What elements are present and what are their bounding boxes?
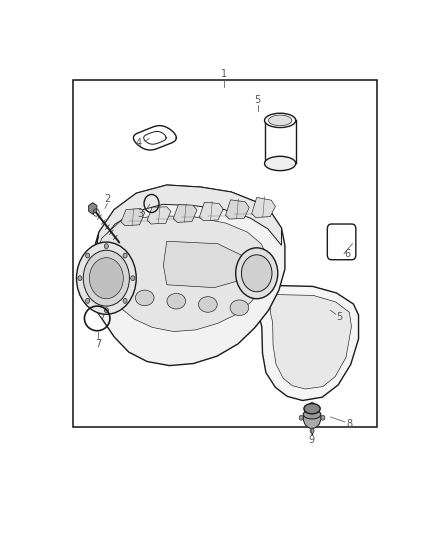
Polygon shape <box>163 241 245 288</box>
Circle shape <box>131 276 135 281</box>
Polygon shape <box>94 185 282 265</box>
Text: 9: 9 <box>308 435 314 445</box>
Ellipse shape <box>230 300 249 316</box>
Polygon shape <box>251 197 276 217</box>
Circle shape <box>241 255 272 292</box>
Circle shape <box>83 251 129 306</box>
Circle shape <box>123 253 127 258</box>
Circle shape <box>303 407 321 429</box>
Text: 5: 5 <box>254 95 261 105</box>
Polygon shape <box>258 286 359 400</box>
Ellipse shape <box>268 115 292 126</box>
Ellipse shape <box>167 293 186 309</box>
Polygon shape <box>85 232 99 294</box>
Text: 5: 5 <box>336 312 343 322</box>
Text: 2: 2 <box>104 195 110 204</box>
Polygon shape <box>226 200 249 219</box>
Circle shape <box>310 402 314 407</box>
Text: 1: 1 <box>222 69 227 79</box>
Circle shape <box>123 298 127 303</box>
Ellipse shape <box>198 297 217 312</box>
Polygon shape <box>147 207 171 224</box>
Circle shape <box>236 248 278 298</box>
Circle shape <box>310 429 314 433</box>
Polygon shape <box>88 203 97 214</box>
Polygon shape <box>85 185 285 366</box>
Ellipse shape <box>304 403 320 414</box>
Text: 6: 6 <box>344 248 350 259</box>
Circle shape <box>85 253 90 258</box>
Text: 3: 3 <box>137 209 143 219</box>
Text: 8: 8 <box>346 419 353 429</box>
Polygon shape <box>121 208 145 225</box>
Bar <box>74 80 377 427</box>
Ellipse shape <box>265 113 296 127</box>
Ellipse shape <box>135 290 154 306</box>
Polygon shape <box>85 216 268 332</box>
Circle shape <box>77 242 136 314</box>
Polygon shape <box>270 295 351 389</box>
Circle shape <box>299 415 303 420</box>
Ellipse shape <box>265 156 296 171</box>
Polygon shape <box>173 205 197 222</box>
Circle shape <box>89 257 124 298</box>
Text: 7: 7 <box>95 339 101 349</box>
Ellipse shape <box>303 410 321 419</box>
Circle shape <box>321 415 325 420</box>
Polygon shape <box>199 202 223 221</box>
Circle shape <box>104 244 108 249</box>
Text: 4: 4 <box>136 138 142 148</box>
Circle shape <box>104 308 108 313</box>
Circle shape <box>78 276 82 281</box>
Circle shape <box>85 298 90 303</box>
